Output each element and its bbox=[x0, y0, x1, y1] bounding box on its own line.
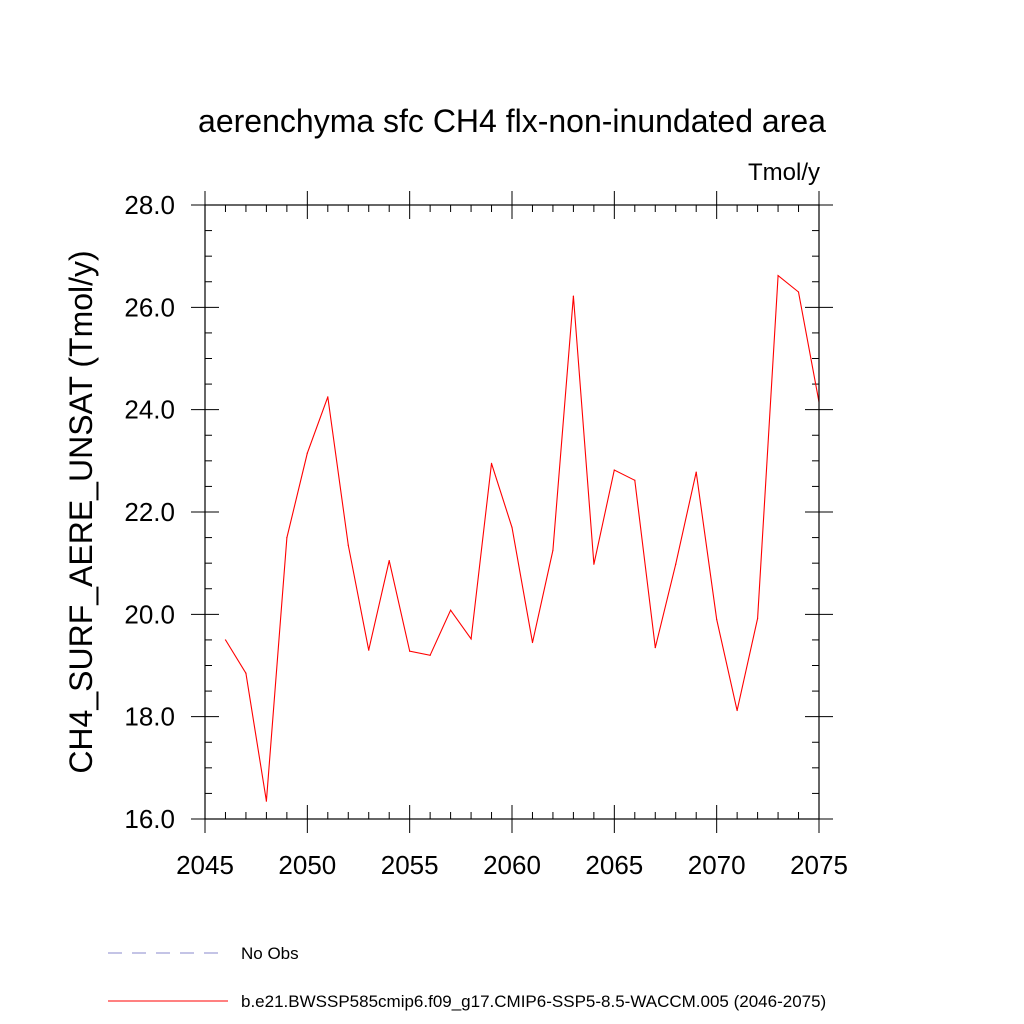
y-axis-label: CH4_SURF_AERE_UNSAT (Tmol/y) bbox=[63, 250, 99, 773]
y-tick-label: 26.0 bbox=[124, 292, 175, 322]
y-tick-label: 22.0 bbox=[124, 497, 175, 527]
data-point bbox=[531, 641, 534, 644]
data-point bbox=[797, 291, 800, 293]
data-point bbox=[757, 617, 759, 620]
x-tick-label: 2055 bbox=[381, 850, 439, 880]
y-tick-label: 24.0 bbox=[124, 395, 175, 425]
data-point bbox=[470, 638, 472, 640]
data-point bbox=[265, 800, 267, 802]
data-point bbox=[245, 672, 247, 674]
x-tick-label: 2075 bbox=[790, 850, 848, 880]
plot-frame bbox=[204, 204, 820, 820]
data-point bbox=[654, 646, 656, 649]
data-point bbox=[777, 275, 779, 277]
data-point bbox=[224, 639, 227, 641]
x-tick-label: 2050 bbox=[278, 850, 336, 880]
y-tick-label: 18.0 bbox=[124, 702, 175, 732]
data-point bbox=[429, 654, 431, 656]
data-point bbox=[695, 471, 697, 473]
data-point bbox=[716, 618, 718, 621]
x-tick-label: 2070 bbox=[688, 850, 746, 880]
units-label: Tmol/y bbox=[748, 159, 820, 186]
legend-label-no-obs: No Obs bbox=[241, 944, 299, 963]
y-tick-label: 16.0 bbox=[124, 804, 175, 834]
y-tick-label: 28.0 bbox=[124, 190, 175, 220]
data-point bbox=[511, 526, 513, 528]
data-point bbox=[409, 650, 411, 652]
data-point bbox=[286, 536, 288, 539]
data-point bbox=[572, 295, 575, 297]
x-tick-label: 2060 bbox=[483, 850, 541, 880]
data-point bbox=[450, 609, 452, 611]
legend-label-model: b.e21.BWSSP585cmip6.f09_g17.CMIP6-SSP5-8… bbox=[241, 992, 826, 1011]
data-point bbox=[736, 709, 738, 712]
data-point bbox=[368, 649, 370, 651]
x-tick-label: 2045 bbox=[176, 850, 234, 880]
legend: No Obs b.e21.BWSSP585cmip6.f09_g17.CMIP6… bbox=[108, 944, 826, 1011]
data-point bbox=[490, 462, 493, 464]
data-point bbox=[327, 396, 329, 398]
data-point bbox=[388, 560, 390, 562]
data-point bbox=[593, 563, 595, 565]
chart-title: aerenchyma sfc CH4 flx-non-inundated are… bbox=[198, 103, 826, 139]
data-point bbox=[634, 479, 636, 481]
series-line bbox=[225, 274, 820, 802]
data-point bbox=[347, 544, 349, 546]
data-point bbox=[306, 452, 308, 454]
y-tick-label: 20.0 bbox=[124, 599, 175, 629]
x-tick-label: 2065 bbox=[585, 850, 643, 880]
data-point bbox=[675, 563, 677, 565]
data-point bbox=[613, 469, 615, 471]
data-point bbox=[552, 549, 554, 551]
